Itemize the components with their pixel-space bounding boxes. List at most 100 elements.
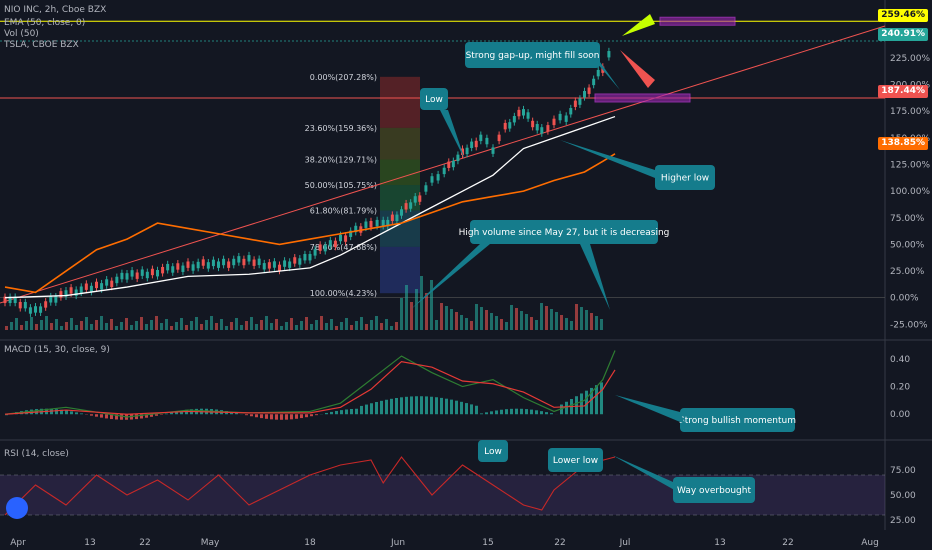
candle-body [303, 254, 307, 261]
macd-histogram-bar [460, 401, 463, 415]
volume-bar [140, 317, 143, 330]
volume-bar [230, 322, 233, 330]
volume-bar [95, 320, 98, 330]
macd-histogram-bar [315, 414, 318, 416]
candle-body [404, 203, 408, 210]
volume-bar [460, 315, 463, 330]
candle-body [145, 271, 149, 279]
volume-bar [340, 322, 343, 330]
volume-bar [50, 323, 53, 330]
macd-histogram-bar [440, 397, 443, 415]
volume-bar [70, 318, 73, 330]
volume-bar [590, 313, 593, 330]
y-tick-label: 25.00% [890, 267, 925, 277]
candle-body [400, 209, 403, 216]
macd-histogram-bar [115, 414, 118, 420]
x-tick-label: Apr [10, 538, 26, 548]
macd-histogram-bar [135, 414, 138, 420]
macd-histogram-bar [530, 409, 533, 415]
volume-bar [480, 307, 483, 330]
macd-histogram-bar [515, 408, 518, 415]
y-tick-label: -25.00% [890, 320, 928, 330]
volume-bar [500, 319, 503, 330]
volume-bar [395, 322, 398, 330]
fib-zone [380, 185, 420, 211]
macd-histogram-bar [465, 403, 468, 415]
volume-legend: Vol (50) [4, 29, 39, 39]
volume-bar [315, 320, 318, 330]
volume-bar [5, 326, 8, 330]
candle-body [84, 283, 88, 290]
macd-histogram-bar [155, 414, 158, 416]
x-tick-label: 22 [782, 538, 793, 548]
rsi-tick-label: 50.00 [890, 491, 916, 501]
candle-body [442, 167, 446, 175]
candle-body [278, 264, 281, 272]
candle-body [328, 240, 332, 247]
candle-body [333, 240, 337, 248]
candle-body [607, 51, 611, 58]
volume-bar [450, 309, 453, 330]
fib-label: 61.80%(81.79%) [310, 207, 377, 216]
macd-histogram-bar [405, 396, 408, 415]
volume-bar [185, 325, 188, 330]
volume-bar [260, 320, 263, 330]
candle-body [3, 296, 7, 304]
volume-bar [210, 316, 213, 330]
volume-bar [425, 293, 428, 330]
candle-body [232, 258, 236, 266]
candle-body [59, 291, 63, 298]
volume-bar [420, 276, 423, 330]
tradingview-logo[interactable] [6, 497, 28, 519]
volume-bar [180, 318, 183, 330]
callout-lower-low-text: Lower low [553, 456, 598, 466]
macd-histogram-bar [110, 414, 113, 420]
callout-pointer [590, 55, 620, 90]
volume-bar [555, 312, 558, 330]
macd-histogram-bar [345, 409, 348, 415]
fib-zone [380, 76, 420, 128]
macd-histogram-bar [350, 409, 353, 415]
volume-bar [155, 316, 158, 330]
candle-body [587, 87, 591, 94]
candle-body [308, 254, 312, 261]
candle-body [552, 118, 556, 126]
macd-histogram-bar [560, 404, 563, 415]
volume-bar [35, 324, 38, 330]
macd-histogram-bar [580, 393, 583, 415]
fib-label: 100.00%(4.23%) [310, 289, 377, 298]
volume-bar [80, 321, 83, 330]
macd-line [4, 350, 616, 418]
volume-bar [30, 317, 33, 330]
volume-bar [115, 326, 118, 330]
macd-histogram-bar [410, 396, 413, 415]
candle-body [283, 260, 287, 267]
volume-bar [15, 318, 18, 330]
callout-momentum-text: Strong bullish momentum [679, 416, 796, 426]
volume-bar [55, 319, 58, 330]
candle-body [386, 219, 390, 227]
volume-bar [25, 321, 28, 330]
macd-histogram-bar [600, 382, 603, 415]
volume-bar [495, 316, 498, 330]
volume-bar [265, 316, 268, 330]
macd-histogram-bar [290, 414, 293, 420]
candle-body [211, 259, 215, 267]
volume-bar [205, 320, 208, 330]
signal-line [4, 360, 616, 415]
volume-bar [300, 321, 303, 330]
candle-body [298, 258, 302, 265]
candle-body [381, 219, 385, 227]
macd-histogram-bar [245, 414, 248, 416]
fib-zone [380, 246, 420, 294]
volume-bar [510, 305, 513, 330]
target-box [659, 16, 736, 26]
fib-label: 78.60%(47.68%) [310, 243, 377, 252]
y-tick-label: 50.00% [890, 240, 925, 250]
macd-histogram-bar [380, 400, 383, 415]
candle-body [344, 235, 348, 242]
macd-tick-label: 0.40 [890, 355, 910, 365]
macd-histogram-bar [295, 414, 298, 419]
volume-bar [550, 309, 553, 330]
